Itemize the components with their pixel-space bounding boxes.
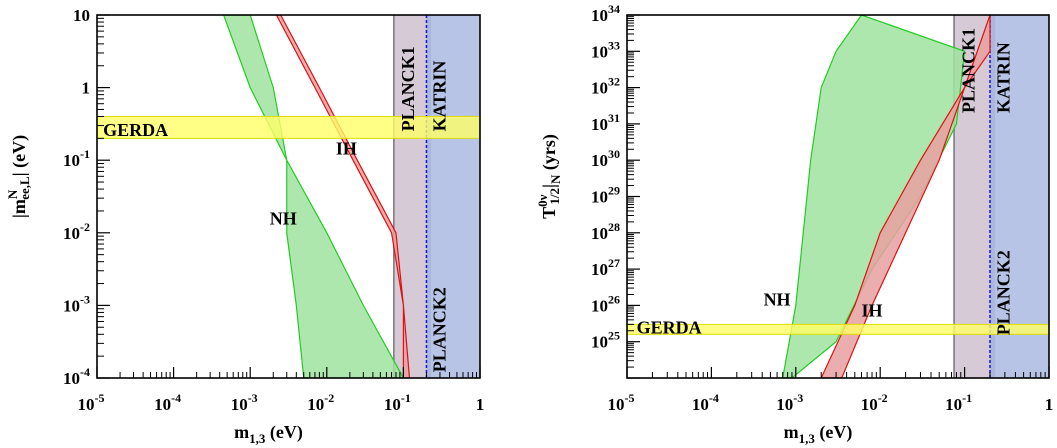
- label-planck2: PLANCK2: [430, 287, 450, 372]
- label-planck1: PLANCK1: [398, 46, 418, 131]
- y-tick-label: 10-2: [63, 220, 90, 243]
- y-axis: 1025 1026 1027 1028 1029 1030 1031 1032 1033 1034: [591, 2, 640, 379]
- x-axis: 10-5 10-4 10-3 10-2 10-1 1: [78, 367, 485, 414]
- x-tick-label: 10-2: [861, 391, 888, 414]
- vband-planck1: [393, 15, 432, 378]
- y-axis: 10-4 10-3 10-2 10-1 1 10: [63, 6, 110, 388]
- y-tick-label: 1031: [591, 111, 620, 134]
- y-tick-label: 1: [82, 79, 91, 98]
- band-ih: [275, 15, 411, 378]
- x-tick-label: 10-5: [78, 391, 105, 414]
- y-tick-label: 1032: [591, 75, 620, 98]
- y-axis-label: T0ν1/2|N (yrs): [535, 134, 563, 219]
- vband-katrin: [426, 15, 480, 378]
- y-tick-label: 1034: [591, 2, 620, 25]
- x-axis: 10-5 10-4 10-3 10-2 10-1 1: [608, 367, 1054, 414]
- y-tick-label: 1033: [591, 38, 620, 61]
- y-tick-label: 1028: [591, 220, 620, 243]
- x-tick-label: 10-1: [945, 391, 972, 414]
- hband-gerda: [97, 115, 480, 139]
- label-katrin: KATRIN: [994, 42, 1014, 113]
- y-tick-label: 1027: [591, 256, 620, 279]
- y-tick-label: 10: [73, 6, 90, 25]
- label-planck1: PLANCK1: [959, 28, 979, 113]
- band-nh: [222, 15, 405, 378]
- y-tick-label: 1030: [591, 147, 620, 170]
- y-tick-label: 10-4: [63, 365, 90, 388]
- y-tick-label: 1029: [591, 184, 620, 207]
- label-planck2: PLANCK2: [994, 250, 1014, 335]
- x-tick-label: 1: [1045, 395, 1054, 414]
- plot-area: [97, 15, 480, 378]
- plot-frame: [96, 14, 481, 379]
- y-tick-label: 1026: [591, 292, 620, 315]
- label-ih: IH: [862, 300, 883, 320]
- x-tick-label: 10-2: [307, 391, 334, 414]
- label-ih: IH: [336, 138, 357, 158]
- x-axis-label: m1,3 (eV): [234, 422, 303, 446]
- x-axis-label: m1,3 (eV): [784, 422, 853, 446]
- band-ih: [820, 15, 991, 378]
- x-tick-label: 10-1: [384, 391, 411, 414]
- y-tick-label: 10-3: [63, 292, 90, 315]
- label-katrin: KATRIN: [430, 61, 450, 132]
- x-tick-label: 1: [476, 395, 485, 414]
- y-tick-label: 10-1: [63, 147, 90, 170]
- chart-panel-1: 10-5 10-4 10-3 10-2 10-1 110-410-310-210-1110…: [5, 6, 484, 446]
- plot-area: [627, 15, 1049, 378]
- label-nh: NH: [270, 209, 297, 229]
- label-gerda: GERDA: [637, 317, 702, 337]
- label-nh: NH: [764, 289, 791, 309]
- x-tick-label: 10-5: [608, 391, 635, 414]
- y-tick-label: 1025: [591, 329, 620, 352]
- label-gerda: GERDA: [103, 120, 168, 140]
- y-axis-label: |mNee,L| (eV): [5, 135, 32, 218]
- chart-panel-2: 10-5 10-4 10-3 10-2 10-1 11025102610271028102…: [535, 2, 1053, 446]
- x-tick-label: 10-4: [154, 391, 181, 414]
- hband-gerda: [627, 323, 1049, 335]
- x-tick-label: 10-3: [776, 391, 803, 414]
- x-tick-label: 10-3: [231, 391, 258, 414]
- vband-katrin: [990, 15, 1049, 378]
- x-tick-label: 10-4: [692, 391, 719, 414]
- band-nh: [782, 15, 966, 378]
